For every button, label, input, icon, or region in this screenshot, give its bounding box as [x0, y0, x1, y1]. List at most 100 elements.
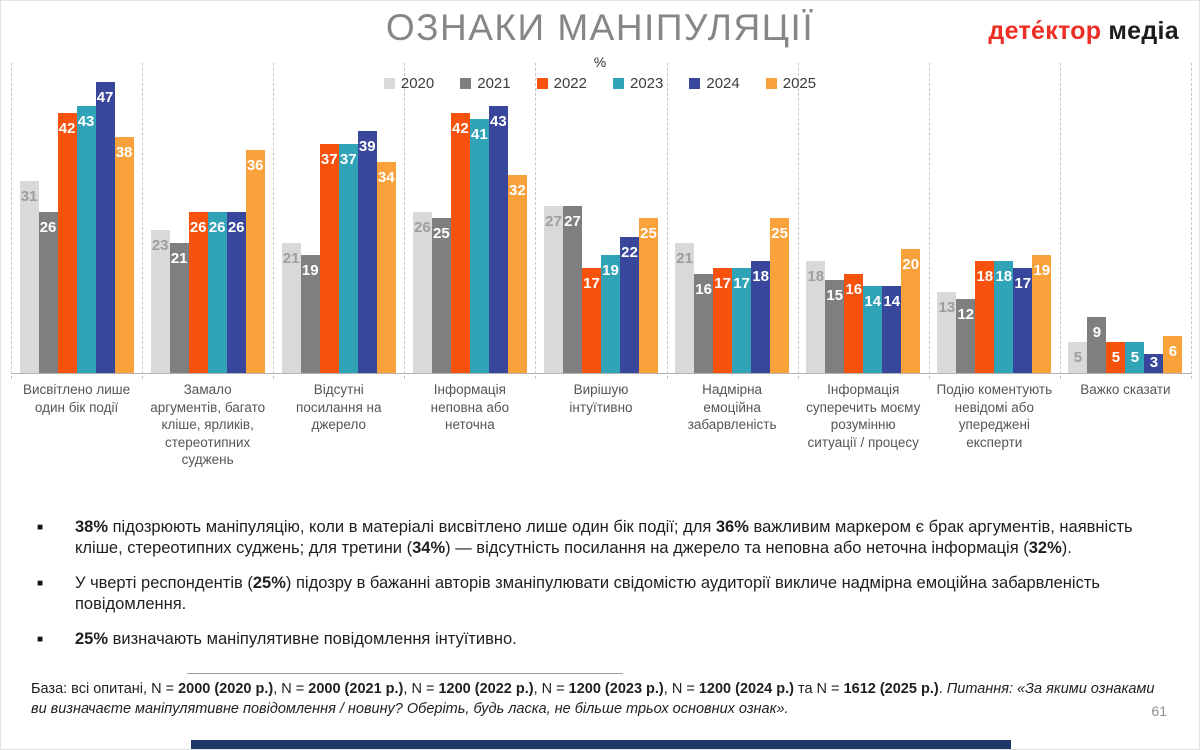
bar-2022: 18: [975, 261, 995, 373]
bar-group: 27 27 17 19 22 25: [535, 63, 666, 373]
bar-value-label: 32: [509, 181, 526, 199]
bullet-square-icon: ■: [37, 522, 44, 533]
legend-item-2020: 2020: [383, 75, 434, 92]
bar-value-label: 17: [714, 274, 731, 292]
bar-value-label: 5: [1111, 349, 1121, 366]
bar-2020: 23: [150, 230, 170, 373]
category-label: Висвітлено лише один бік події: [22, 382, 131, 415]
text-segment: 1200 (2024 р.): [698, 681, 794, 697]
bar-value-label: 42: [452, 119, 469, 137]
category-label: Надмірна емоційна забарвленість: [687, 382, 777, 433]
category-label: Відсутні посилання на джерело: [296, 382, 382, 433]
bar-value-label: 34: [377, 169, 395, 187]
bar-2023: 41: [469, 118, 489, 373]
bar-value-label: 18: [807, 268, 825, 286]
bar-group: 26 25 42 41 43 32: [404, 63, 535, 373]
bar-2023: 14: [863, 286, 883, 373]
bar-group: 18 15 16 14 14 20: [798, 63, 929, 373]
text-segment: 25%: [252, 573, 286, 592]
bar-2020: 31: [19, 180, 39, 373]
bar-value-label: 19: [301, 262, 319, 280]
bar-value-label: 20: [902, 256, 920, 273]
bar-2023: 26: [207, 211, 227, 373]
bar-2020: 21: [281, 242, 301, 373]
bar-2023: 18: [994, 261, 1014, 373]
bar-2022: 26: [188, 211, 208, 373]
bar-2021: 16: [694, 273, 714, 373]
bar-2024: 14: [882, 286, 902, 373]
bar-value-label: 6: [1168, 342, 1178, 360]
bar-group: 21 16 17 17 18 25: [667, 63, 798, 373]
page-number: 61: [1151, 703, 1167, 719]
bar-value-label: 17: [583, 274, 600, 292]
legend-item-2021: 2021: [460, 75, 511, 92]
legend-item-2024: 2024: [689, 75, 740, 92]
text-segment: Питання: «За якими ознаками ви визначаєт…: [31, 681, 1155, 717]
bar-2022: 37: [319, 143, 339, 373]
bar-value-label: 18: [995, 268, 1013, 286]
bar-group: 13 12 18 18 17 19: [929, 63, 1060, 373]
legend-item-2022: 2022: [536, 75, 587, 92]
text-segment: підозрюють маніпуляцію, коли в матеріалі…: [108, 518, 716, 536]
bar-2020: 13: [937, 292, 957, 373]
bar-2020: 21: [675, 242, 695, 373]
text-segment: 38%: [75, 518, 109, 536]
bar-2025: 34: [376, 162, 396, 373]
bar-value-label: 25: [640, 225, 657, 242]
legend-swatch-icon: [383, 78, 395, 89]
bar-2020: 5: [1068, 342, 1088, 373]
bar-value-label: 26: [414, 218, 431, 236]
bar-value-label: 26: [208, 218, 226, 236]
bar-value-label: 43: [490, 113, 507, 131]
bar-value-label: 14: [864, 293, 882, 311]
bar-value-label: 3: [1149, 354, 1159, 372]
bar-2022: 5: [1106, 342, 1126, 373]
bar-2025: 36: [245, 149, 265, 373]
text-segment: 1612 (2025 р.): [843, 681, 939, 697]
text-segment: , N =: [273, 681, 309, 697]
bar-value-label: 27: [564, 212, 581, 230]
bar-value-label: 19: [1033, 262, 1051, 280]
bar-2020: 27: [543, 205, 563, 373]
text-segment: 1200 (2023 р.): [568, 681, 664, 697]
bar-2025: 25: [638, 218, 658, 373]
bar-value-label: 9: [1092, 324, 1102, 342]
bar-2020: 26: [412, 211, 432, 373]
bar-2022: 17: [581, 267, 601, 373]
summary-bullet-list: ■ 38% підозрюють маніпуляцію, коли в мате…: [37, 517, 1167, 663]
bullet-text: У чверті респондентів (25%) підозру в ба…: [75, 573, 1167, 616]
category-label: Вирішую інтуїтивно: [569, 382, 633, 415]
bar-2021: 26: [38, 211, 58, 373]
bar-2024: 47: [95, 81, 115, 373]
bullet-item: ■ У чверті респондентів (25%) підозру в б…: [37, 573, 1167, 616]
bar-value-label: 21: [170, 249, 188, 267]
text-segment: ) — відсутність посилання на джерело та …: [445, 539, 1029, 558]
bar-group: 23 21 26 26 26 36: [142, 63, 273, 373]
category-label: Інформація суперечить моєму розумінню си…: [806, 382, 921, 450]
bar-value-label: 42: [58, 119, 76, 137]
bullet-square-icon: ■: [37, 577, 44, 589]
bar-2024: 26: [226, 211, 246, 373]
logo-text-media: медіа: [1108, 17, 1179, 45]
category-label: Інформація неповна або неточна: [430, 382, 510, 433]
logo-text-detector: дете́ктор: [988, 17, 1102, 45]
category-label: Важко сказати: [1080, 382, 1171, 397]
bar-value-label: 39: [358, 138, 376, 156]
legend-label: 2025: [782, 75, 817, 92]
bar-2025: 38: [114, 137, 134, 373]
bar-value-label: 17: [1014, 274, 1032, 292]
bar-value-label: 43: [77, 113, 95, 131]
bar-value-label: 15: [826, 287, 844, 304]
text-segment: 2000 (2020 р.): [178, 681, 274, 697]
text-segment: ).: [1061, 539, 1072, 558]
bar-group: 21 19 37 37 39 34: [273, 63, 404, 373]
grouped-bar-chart: 31 26 42 43 47 38 23 21 26 26 26 36 21 19 37 37 39 34 26 25…: [11, 63, 1192, 379]
legend-swatch-icon: [460, 78, 472, 89]
bar-value-label: 16: [845, 280, 863, 298]
bar-2020: 18: [806, 261, 826, 373]
bar-value-label: 37: [320, 150, 338, 168]
bar-value-label: 16: [695, 280, 712, 298]
group-separator-line: [273, 63, 275, 379]
bar-2021: 19: [300, 255, 320, 373]
text-segment: та N =: [793, 681, 844, 697]
